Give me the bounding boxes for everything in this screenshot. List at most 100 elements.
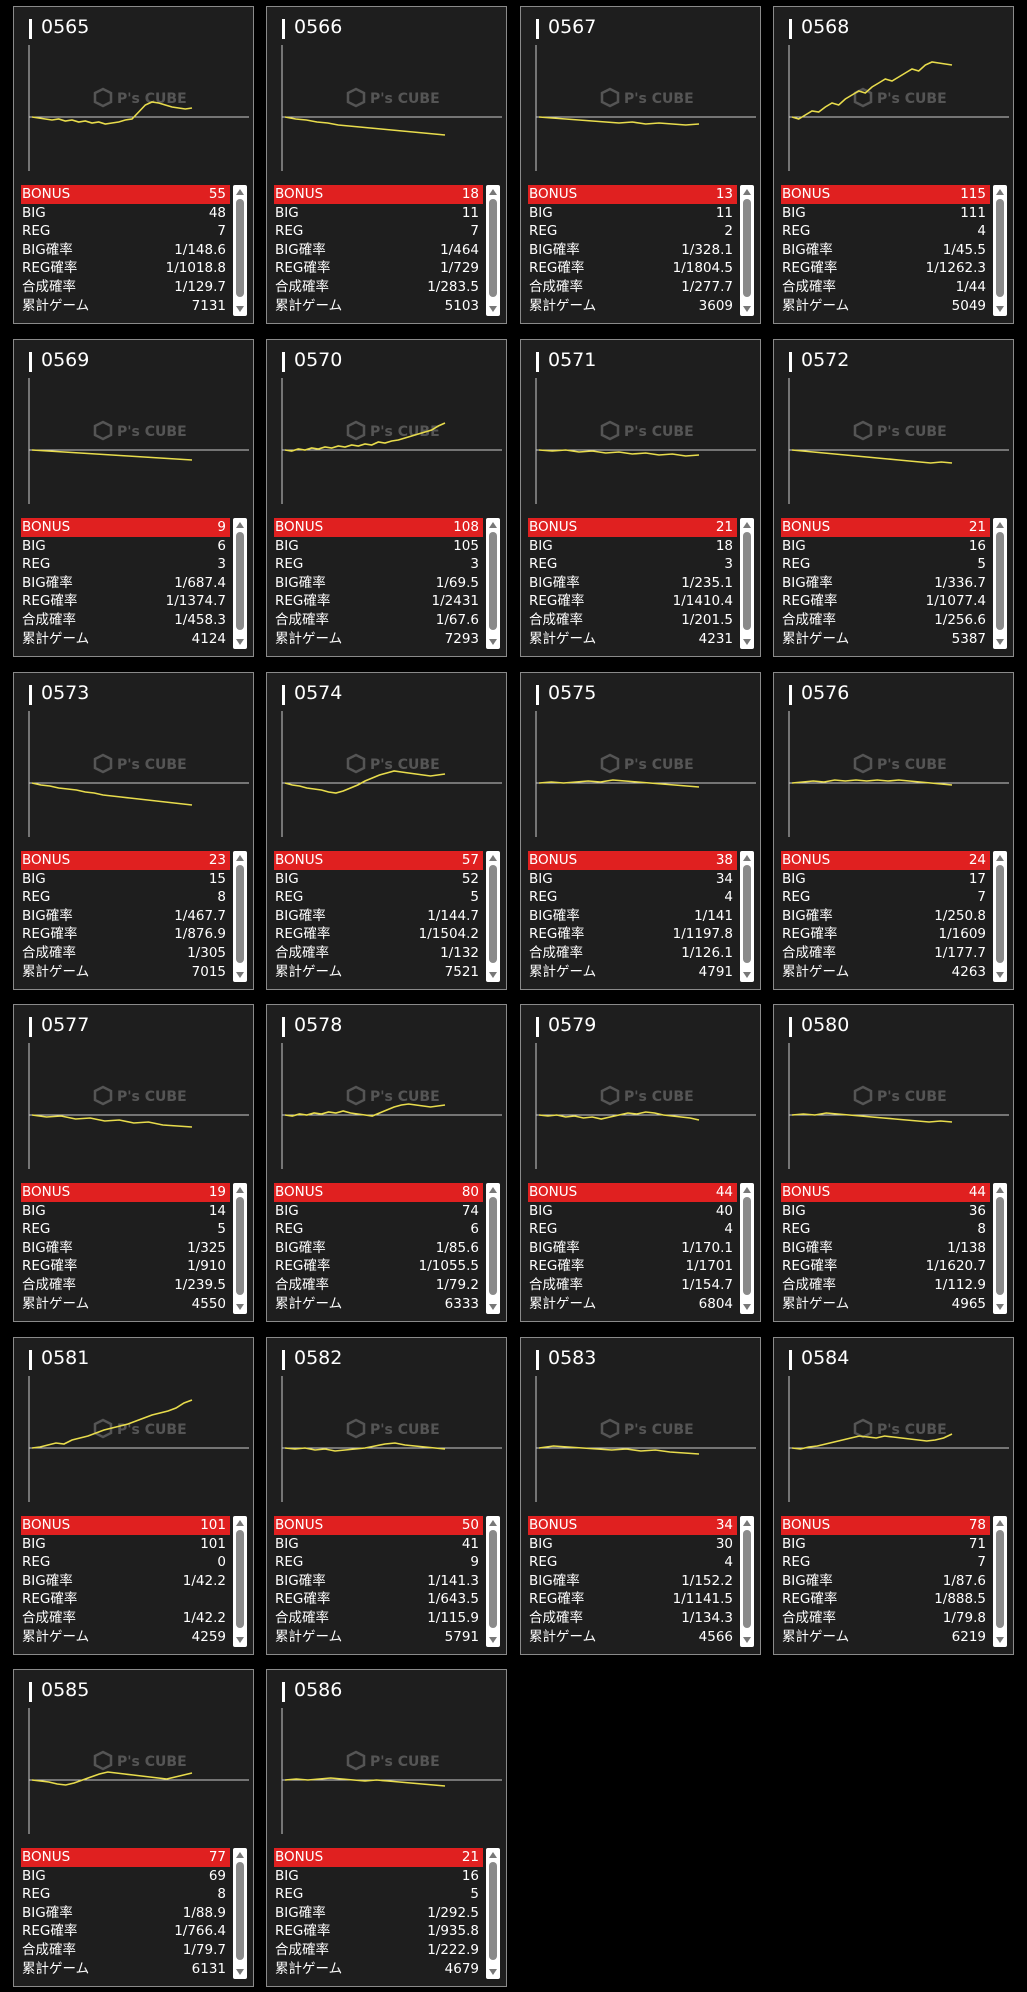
scroll-down-icon[interactable]	[489, 972, 497, 978]
scroll-up-icon[interactable]	[236, 189, 244, 195]
machine-card-0581[interactable]: 0581 P's CUBE BONUS 101 BIG 101 REG 0 BIG確率 1/42.…	[13, 1337, 254, 1655]
scroll-thumb[interactable]	[489, 532, 497, 630]
stats-scrollbar[interactable]	[740, 851, 754, 982]
scroll-up-icon[interactable]	[743, 189, 751, 195]
scroll-down-icon[interactable]	[996, 1304, 1004, 1310]
machine-card-0586[interactable]: 0586 P's CUBE BONUS 21 BIG 16 REG 5 BIG確率 1/292.5…	[266, 1669, 507, 1987]
scroll-down-icon[interactable]	[489, 1969, 497, 1975]
scroll-thumb[interactable]	[489, 1862, 497, 1960]
machine-card-0585[interactable]: 0585 P's CUBE BONUS 77 BIG 69 REG 8 BIG確率 1/88.9 R…	[13, 1669, 254, 1987]
machine-card-0577[interactable]: 0577 P's CUBE BONUS 19 BIG 14 REG 5 BIG確率 1/325 RE…	[13, 1004, 254, 1322]
stats-scrollbar[interactable]	[486, 1183, 500, 1314]
scroll-up-icon[interactable]	[996, 1187, 1004, 1193]
stats-scrollbar[interactable]	[993, 185, 1007, 316]
scroll-up-icon[interactable]	[996, 189, 1004, 195]
scroll-thumb[interactable]	[236, 1530, 244, 1628]
scroll-thumb[interactable]	[489, 1197, 497, 1295]
scroll-thumb[interactable]	[996, 1530, 1004, 1628]
machine-card-0575[interactable]: 0575 P's CUBE BONUS 38 BIG 34 REG 4 BIG確率 1/141 RE…	[520, 672, 761, 990]
scroll-up-icon[interactable]	[236, 1520, 244, 1526]
scroll-thumb[interactable]	[236, 1862, 244, 1960]
stats-scrollbar[interactable]	[740, 185, 754, 316]
scroll-thumb[interactable]	[236, 199, 244, 297]
scroll-up-icon[interactable]	[236, 1187, 244, 1193]
machine-card-0567[interactable]: 0567 P's CUBE BONUS 13 BIG 11 REG 2 BIG確率 1/328.1…	[520, 6, 761, 324]
stats-scrollbar[interactable]	[233, 185, 247, 316]
scroll-up-icon[interactable]	[236, 1852, 244, 1858]
machine-card-0579[interactable]: 0579 P's CUBE BONUS 44 BIG 40 REG 4 BIG確率 1/170.1…	[520, 1004, 761, 1322]
scroll-down-icon[interactable]	[489, 1304, 497, 1310]
stats-scrollbar[interactable]	[233, 851, 247, 982]
scroll-up-icon[interactable]	[489, 1852, 497, 1858]
scroll-thumb[interactable]	[236, 865, 244, 963]
stats-scrollbar[interactable]	[993, 518, 1007, 649]
scroll-thumb[interactable]	[489, 199, 497, 297]
stats-scrollbar[interactable]	[233, 1183, 247, 1314]
machine-card-0568[interactable]: 0568 P's CUBE BONUS 115 BIG 111 REG 4 BIG確率 1/45.…	[773, 6, 1014, 324]
machine-card-0576[interactable]: 0576 P's CUBE BONUS 24 BIG 17 REG 7 BIG確率 1/250.8…	[773, 672, 1014, 990]
machine-card-0566[interactable]: 0566 P's CUBE BONUS 18 BIG 11 REG 7 BIG確率 1/464 RE…	[266, 6, 507, 324]
scroll-thumb[interactable]	[743, 1197, 751, 1295]
scroll-down-icon[interactable]	[996, 972, 1004, 978]
stats-scrollbar[interactable]	[486, 185, 500, 316]
scroll-down-icon[interactable]	[236, 639, 244, 645]
scroll-down-icon[interactable]	[996, 639, 1004, 645]
machine-card-0573[interactable]: 0573 P's CUBE BONUS 23 BIG 15 REG 8 BIG確率 1/467.7…	[13, 672, 254, 990]
scroll-down-icon[interactable]	[743, 1304, 751, 1310]
scroll-down-icon[interactable]	[743, 972, 751, 978]
scroll-up-icon[interactable]	[743, 1520, 751, 1526]
scroll-down-icon[interactable]	[236, 1637, 244, 1643]
scroll-down-icon[interactable]	[743, 306, 751, 312]
stats-scrollbar[interactable]	[993, 1183, 1007, 1314]
scroll-thumb[interactable]	[489, 1530, 497, 1628]
stats-scrollbar[interactable]	[486, 1516, 500, 1647]
stats-scrollbar[interactable]	[486, 1848, 500, 1979]
scroll-up-icon[interactable]	[236, 855, 244, 861]
stats-scrollbar[interactable]	[233, 518, 247, 649]
stats-scrollbar[interactable]	[740, 518, 754, 649]
scroll-thumb[interactable]	[743, 199, 751, 297]
scroll-up-icon[interactable]	[489, 1187, 497, 1193]
scroll-thumb[interactable]	[236, 532, 244, 630]
scroll-thumb[interactable]	[743, 1530, 751, 1628]
scroll-up-icon[interactable]	[236, 522, 244, 528]
machine-card-0582[interactable]: 0582 P's CUBE BONUS 50 BIG 41 REG 9 BIG確率 1/141.3…	[266, 1337, 507, 1655]
scroll-down-icon[interactable]	[743, 639, 751, 645]
scroll-up-icon[interactable]	[489, 522, 497, 528]
machine-card-0584[interactable]: 0584 P's CUBE BONUS 78 BIG 71 REG 7 BIG確率 1/87.6 R…	[773, 1337, 1014, 1655]
scroll-thumb[interactable]	[236, 1197, 244, 1295]
scroll-down-icon[interactable]	[996, 1637, 1004, 1643]
machine-card-0565[interactable]: 0565 P's CUBE BONUS 55 BIG 48 REG 7 BIG確率 1/148.6…	[13, 6, 254, 324]
scroll-thumb[interactable]	[996, 1197, 1004, 1295]
scroll-up-icon[interactable]	[489, 1520, 497, 1526]
scroll-thumb[interactable]	[996, 865, 1004, 963]
scroll-up-icon[interactable]	[743, 522, 751, 528]
machine-card-0583[interactable]: 0583 P's CUBE BONUS 34 BIG 30 REG 4 BIG確率 1/152.2…	[520, 1337, 761, 1655]
scroll-down-icon[interactable]	[743, 1637, 751, 1643]
scroll-down-icon[interactable]	[489, 639, 497, 645]
stats-scrollbar[interactable]	[486, 851, 500, 982]
scroll-thumb[interactable]	[743, 532, 751, 630]
scroll-down-icon[interactable]	[996, 306, 1004, 312]
machine-card-0574[interactable]: 0574 P's CUBE BONUS 57 BIG 52 REG 5 BIG確率 1/144.7…	[266, 672, 507, 990]
stats-scrollbar[interactable]	[740, 1516, 754, 1647]
scroll-down-icon[interactable]	[236, 972, 244, 978]
machine-card-0580[interactable]: 0580 P's CUBE BONUS 44 BIG 36 REG 8 BIG確率 1/138 RE…	[773, 1004, 1014, 1322]
scroll-up-icon[interactable]	[996, 522, 1004, 528]
scroll-thumb[interactable]	[743, 865, 751, 963]
machine-card-0572[interactable]: 0572 P's CUBE BONUS 21 BIG 16 REG 5 BIG確率 1/336.7…	[773, 339, 1014, 657]
scroll-up-icon[interactable]	[743, 1187, 751, 1193]
machine-card-0578[interactable]: 0578 P's CUBE BONUS 80 BIG 74 REG 6 BIG確率 1/85.6 R…	[266, 1004, 507, 1322]
scroll-down-icon[interactable]	[236, 1304, 244, 1310]
stats-scrollbar[interactable]	[486, 518, 500, 649]
scroll-up-icon[interactable]	[489, 189, 497, 195]
machine-card-0570[interactable]: 0570 P's CUBE BONUS 108 BIG 105 REG 3 BIG確率 1/69.…	[266, 339, 507, 657]
scroll-down-icon[interactable]	[489, 306, 497, 312]
scroll-up-icon[interactable]	[996, 855, 1004, 861]
scroll-up-icon[interactable]	[489, 855, 497, 861]
scroll-down-icon[interactable]	[236, 306, 244, 312]
stats-scrollbar[interactable]	[740, 1183, 754, 1314]
scroll-up-icon[interactable]	[743, 855, 751, 861]
scroll-thumb[interactable]	[996, 199, 1004, 297]
scroll-thumb[interactable]	[996, 532, 1004, 630]
